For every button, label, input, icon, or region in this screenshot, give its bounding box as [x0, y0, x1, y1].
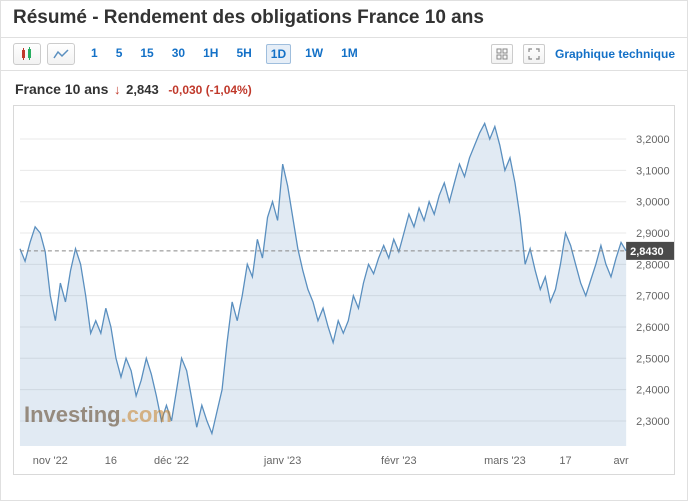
grid-icon[interactable]	[491, 44, 513, 64]
svg-text:mars '23: mars '23	[484, 455, 526, 467]
timeframe-30[interactable]: 30	[168, 44, 189, 64]
timeframe-1W[interactable]: 1W	[301, 44, 327, 64]
svg-text:17: 17	[559, 455, 571, 467]
svg-text:3,1000: 3,1000	[636, 165, 670, 177]
last-price: 2,843	[126, 82, 159, 97]
svg-text:2,8430: 2,8430	[630, 246, 664, 258]
instrument-name: France 10 ans	[15, 81, 108, 97]
svg-text:avr: avr	[613, 455, 629, 467]
svg-text:2,6000: 2,6000	[636, 322, 670, 334]
price-change: -0,030 (-1,04%)	[168, 83, 251, 97]
svg-text:2,5000: 2,5000	[636, 353, 670, 365]
timeframe-1[interactable]: 1	[87, 44, 102, 64]
svg-text:janv '23: janv '23	[263, 455, 301, 467]
price-summary: France 10 ans ↓ 2,843 -0,030 (-1,04%)	[1, 71, 687, 101]
price-chart[interactable]: 2,3000 2,4000 2,5000 2,6000 2,7000 2,8000 2,90…	[13, 105, 675, 475]
svg-text:2,7000: 2,7000	[636, 291, 670, 303]
candlestick-icon[interactable]	[13, 43, 41, 65]
timeframe-5H[interactable]: 5H	[232, 44, 255, 64]
svg-text:3,2000: 3,2000	[636, 134, 670, 146]
svg-text:2,9000: 2,9000	[636, 228, 670, 240]
page-title: Résumé - Rendement des obligations Franc…	[1, 1, 687, 37]
svg-text:2,8000: 2,8000	[636, 259, 670, 271]
timeframe-group: 15 15 30 1H 5H 1D 1W 1M	[87, 44, 362, 64]
timeframe-5[interactable]: 5	[112, 44, 127, 64]
timeframe-1H[interactable]: 1H	[199, 44, 222, 64]
svg-text:16: 16	[105, 455, 117, 467]
svg-text:2,4000: 2,4000	[636, 385, 670, 397]
technical-chart-link[interactable]: Graphique technique	[555, 47, 675, 61]
linechart-icon[interactable]	[47, 43, 75, 65]
svg-text:nov '22: nov '22	[33, 455, 68, 467]
timeframe-1M[interactable]: 1M	[337, 44, 362, 64]
svg-text:déc '22: déc '22	[154, 455, 189, 467]
svg-text:2,3000: 2,3000	[636, 416, 670, 428]
svg-text:3,0000: 3,0000	[636, 197, 670, 209]
svg-text:févr '23: févr '23	[381, 455, 417, 467]
timeframe-15[interactable]: 15	[136, 44, 157, 64]
timeframe-1D[interactable]: 1D	[266, 44, 291, 64]
expand-icon[interactable]	[523, 44, 545, 64]
chart-toolbar: 15 15 30 1H 5H 1D 1W 1M Graphique technique	[1, 37, 687, 71]
direction-arrow-icon: ↓	[114, 82, 121, 97]
